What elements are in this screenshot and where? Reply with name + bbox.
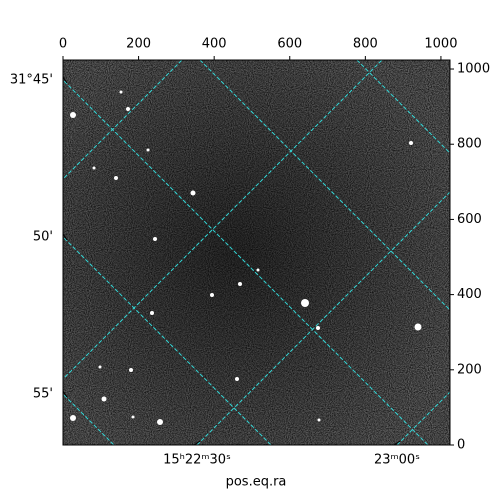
dec-grid-line-extra: [356, 60, 450, 154]
x-tick-label: 800: [353, 37, 378, 52]
dec-tick-label: 50': [33, 229, 53, 244]
dec-tick-label: 55': [33, 387, 53, 402]
sky-image: [63, 60, 450, 445]
ra-tick-label: 15ʰ22ᵐ30ˢ: [163, 453, 231, 468]
dec-grid-line: [63, 236, 272, 445]
ra-grid-line: [196, 191, 450, 445]
world-grid: [63, 60, 450, 445]
dec-tick: [62, 233, 68, 241]
x-tick-label: 400: [202, 37, 227, 52]
y-tick-label: 800: [457, 137, 482, 152]
ra-tick-label: 23ᵐ00ˢ: [374, 453, 420, 468]
y-tick-label: 1000: [457, 62, 490, 77]
x-tick-label: 200: [126, 37, 151, 52]
dec-grid-line-extra: [199, 60, 450, 311]
dec-tick-label: 31°45': [10, 73, 53, 88]
dec-tick: [62, 390, 68, 398]
ra-grid-line-extra: [63, 60, 183, 180]
ra-tick: [393, 440, 401, 446]
y-tick-label: 0: [457, 438, 465, 453]
x-tick-label: 0: [59, 37, 67, 52]
dec-grid-line: [63, 79, 429, 445]
x-axis-label: pos.eq.ra: [226, 475, 287, 490]
stars: [70, 90, 422, 425]
dec-tick: [62, 76, 68, 84]
y-tick-label: 200: [457, 362, 482, 377]
ra-grid-line-extra: [63, 60, 383, 380]
y-tick-label: 400: [457, 287, 482, 302]
plot-frame: [62, 59, 451, 446]
x-tick-label: 1000: [424, 37, 457, 52]
x-tick-label: 600: [277, 37, 302, 52]
ra-tick: [193, 440, 201, 446]
y-tick-label: 600: [457, 212, 482, 227]
